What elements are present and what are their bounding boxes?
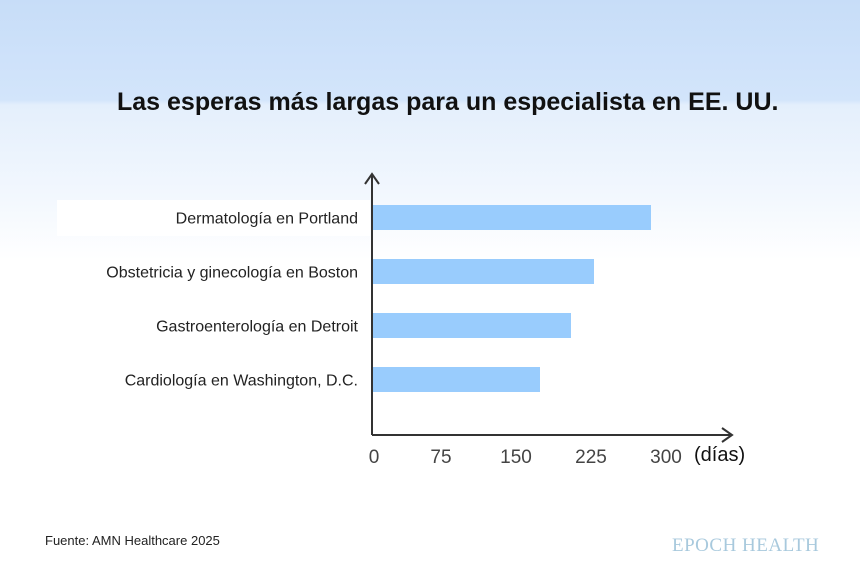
x-axis-unit: (días) xyxy=(694,444,745,466)
bar-3 xyxy=(373,367,540,392)
x-tick-0: 0 xyxy=(369,447,380,468)
axes xyxy=(364,172,734,443)
category-label-2: Gastroenterología en Detroit xyxy=(156,319,358,336)
category-labels: Dermatología en Portland Obstetricia y gi… xyxy=(106,211,358,390)
bar-0 xyxy=(373,205,651,230)
category-label-0: Dermatología en Portland xyxy=(176,211,358,228)
x-axis-arrow-icon xyxy=(721,427,734,443)
y-axis-arrow-icon xyxy=(364,172,380,185)
category-label-3: Cardiología en Washington, D.C. xyxy=(125,373,358,390)
label-backdrop xyxy=(57,200,370,236)
x-tick-225: 225 xyxy=(575,447,607,468)
x-tick-150: 150 xyxy=(500,447,532,468)
x-tick-75: 75 xyxy=(430,447,451,468)
category-label-1: Obstetricia y ginecología en Boston xyxy=(106,265,358,282)
bars-group xyxy=(373,205,651,392)
bar-2 xyxy=(373,313,571,338)
source-note: Fuente: AMN Healthcare 2025 xyxy=(45,533,220,548)
bar-1 xyxy=(373,259,594,284)
x-tick-300: 300 xyxy=(650,447,682,468)
brand-logo: EPOCH HEALTH xyxy=(672,535,820,556)
chart-title: Las esperas más largas para un especiali… xyxy=(117,88,779,116)
x-tick-labels: 0 75 150 225 300 xyxy=(369,447,682,468)
